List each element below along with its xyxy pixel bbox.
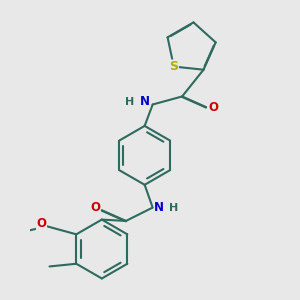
Text: O: O: [208, 101, 218, 114]
Text: O: O: [90, 201, 100, 214]
Text: N: N: [154, 201, 164, 214]
Text: S: S: [169, 60, 178, 73]
Text: H: H: [169, 202, 179, 213]
Text: N: N: [140, 95, 150, 108]
Text: O: O: [37, 217, 46, 230]
Text: H: H: [125, 97, 134, 107]
